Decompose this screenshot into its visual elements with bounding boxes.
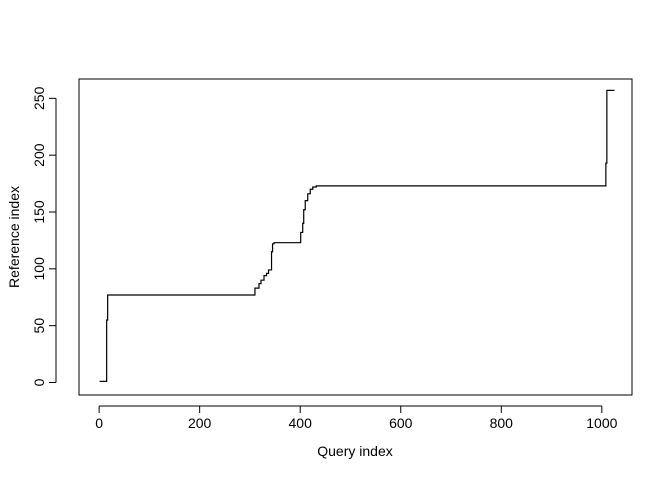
y-tick-label: 150 bbox=[31, 200, 47, 224]
y-tick-label: 200 bbox=[31, 143, 47, 167]
y-axis: 0 50 100 150 200 250 bbox=[31, 86, 57, 386]
x-tick-label: 0 bbox=[95, 415, 103, 431]
y-tick-label: 50 bbox=[31, 318, 47, 334]
x-tick-label: 600 bbox=[389, 415, 413, 431]
x-axis: 0 200 400 600 800 1000 bbox=[95, 405, 618, 431]
x-tick-label: 200 bbox=[188, 415, 212, 431]
x-tick-label: 400 bbox=[289, 415, 313, 431]
x-tick-label: 800 bbox=[490, 415, 514, 431]
series-layer bbox=[99, 89, 615, 382]
series-line bbox=[99, 89, 615, 382]
x-axis-title: Query index bbox=[317, 443, 392, 459]
plot-frame bbox=[78, 78, 633, 396]
y-axis-title: Reference index bbox=[6, 186, 22, 288]
y-tick-label: 0 bbox=[31, 378, 47, 386]
x-tick-label: 1000 bbox=[586, 415, 617, 431]
y-tick-label: 100 bbox=[31, 257, 47, 281]
y-tick-label: 250 bbox=[31, 86, 47, 110]
